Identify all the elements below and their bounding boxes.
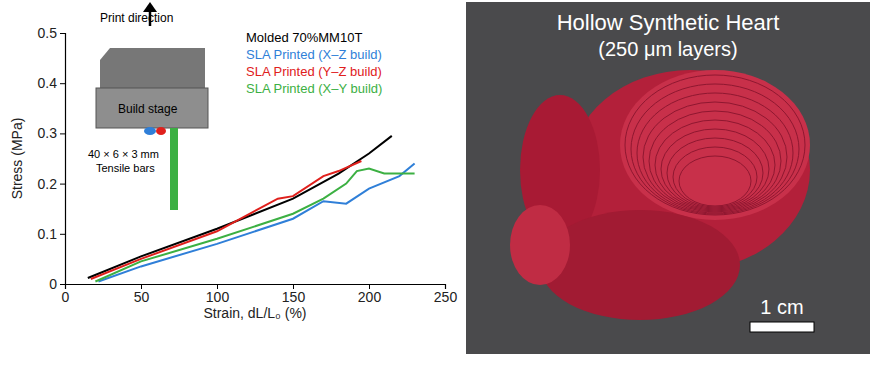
tick: 0 [49, 276, 65, 292]
tensile-bar [170, 128, 178, 210]
tick: 0.2 [38, 176, 65, 192]
layer-line [649, 111, 781, 211]
tick-label: 0 [62, 289, 70, 305]
y-axis: 0 0.1 0.2 0.3 0.4 0.5 [38, 25, 66, 292]
inset [96, 2, 208, 210]
tick: 0 [62, 284, 70, 305]
tick-label: 100 [206, 289, 230, 305]
tick-label: 0.4 [38, 75, 58, 91]
photo-title: Hollow Synthetic Heart [557, 10, 780, 35]
layer-line [637, 93, 793, 213]
tick-label: 50 [134, 289, 150, 305]
tick-mark [60, 284, 65, 285]
photo-panel: Hollow Synthetic Heart (250 μm layers) 1 c… [466, 2, 870, 354]
legend-entry: SLA Printed (X–Z build) [246, 47, 382, 62]
heart-shape [510, 205, 570, 285]
legend-entry: Molded 70%MM10T [246, 30, 362, 45]
y-axis-label: Stress (MPa) [9, 118, 25, 200]
tick-label: 0.5 [38, 25, 58, 41]
figure: 0 50 100 150 200 250 0 0.1 0.2 0.3 0.4 0.5 Strain, d… [0, 0, 873, 380]
tick-mark [60, 234, 65, 235]
tick: 0.3 [38, 125, 65, 141]
build-stage [96, 88, 208, 128]
tick-label: 0.2 [38, 176, 58, 192]
tensile-bar [156, 127, 166, 135]
photo-subtitle: (250 μm layers) [598, 38, 737, 60]
scale-bar [750, 322, 814, 332]
tick-label: 0.3 [38, 125, 58, 141]
layer-line [673, 147, 757, 207]
layer-line [655, 120, 775, 210]
layer-line [625, 75, 805, 215]
tick: 150 [282, 284, 306, 305]
legend-entry: SLA Printed (X–Y build) [246, 81, 382, 96]
layer-line [631, 84, 799, 214]
heart-shape [620, 70, 810, 220]
layer-line [661, 129, 769, 209]
layer-line [679, 156, 751, 206]
tick-mark [60, 133, 65, 134]
tick: 0.4 [38, 75, 65, 91]
photo-background [466, 2, 870, 354]
tick-label: 150 [282, 289, 306, 305]
tick-label: 0.1 [38, 226, 58, 242]
annotation: Print direction [100, 11, 173, 25]
tick-mark [60, 184, 65, 185]
annotation: Build stage [118, 102, 178, 116]
tick: 100 [206, 284, 230, 305]
tick-mark [60, 83, 65, 84]
series-line [95, 169, 414, 282]
annotation: 40 × 6 × 3 mm [88, 148, 159, 160]
layer-line [643, 102, 787, 212]
scale-bar-label: 1 cm [760, 296, 803, 318]
tensile-bar [144, 127, 156, 135]
annotation: Tensile bars [96, 162, 155, 174]
tick: 50 [134, 284, 150, 305]
tick: 0.1 [38, 226, 65, 242]
legend: Molded 70%MM10T SLA Printed (X–Z build) SL… [246, 30, 382, 96]
axis-line [60, 34, 66, 285]
tick-label: 200 [358, 289, 382, 305]
layer-line [667, 138, 763, 208]
tick: 0.5 [38, 25, 65, 41]
series-line [91, 161, 362, 279]
x-axis: 0 50 100 150 200 250 [62, 284, 458, 305]
x-axis-label: Strain, dL/L₀ (%) [203, 305, 306, 321]
series-line [88, 136, 392, 278]
tick-mark [60, 33, 65, 34]
tick-label: 250 [434, 289, 458, 305]
tick: 200 [358, 284, 382, 305]
plot-area [88, 136, 415, 282]
heart-shape [540, 210, 740, 320]
tick-label: 0 [49, 276, 57, 292]
axis-line [66, 285, 446, 290]
tick: 250 [434, 284, 458, 305]
legend-entry: SLA Printed (Y–Z build) [246, 64, 382, 79]
series-line [98, 164, 414, 282]
